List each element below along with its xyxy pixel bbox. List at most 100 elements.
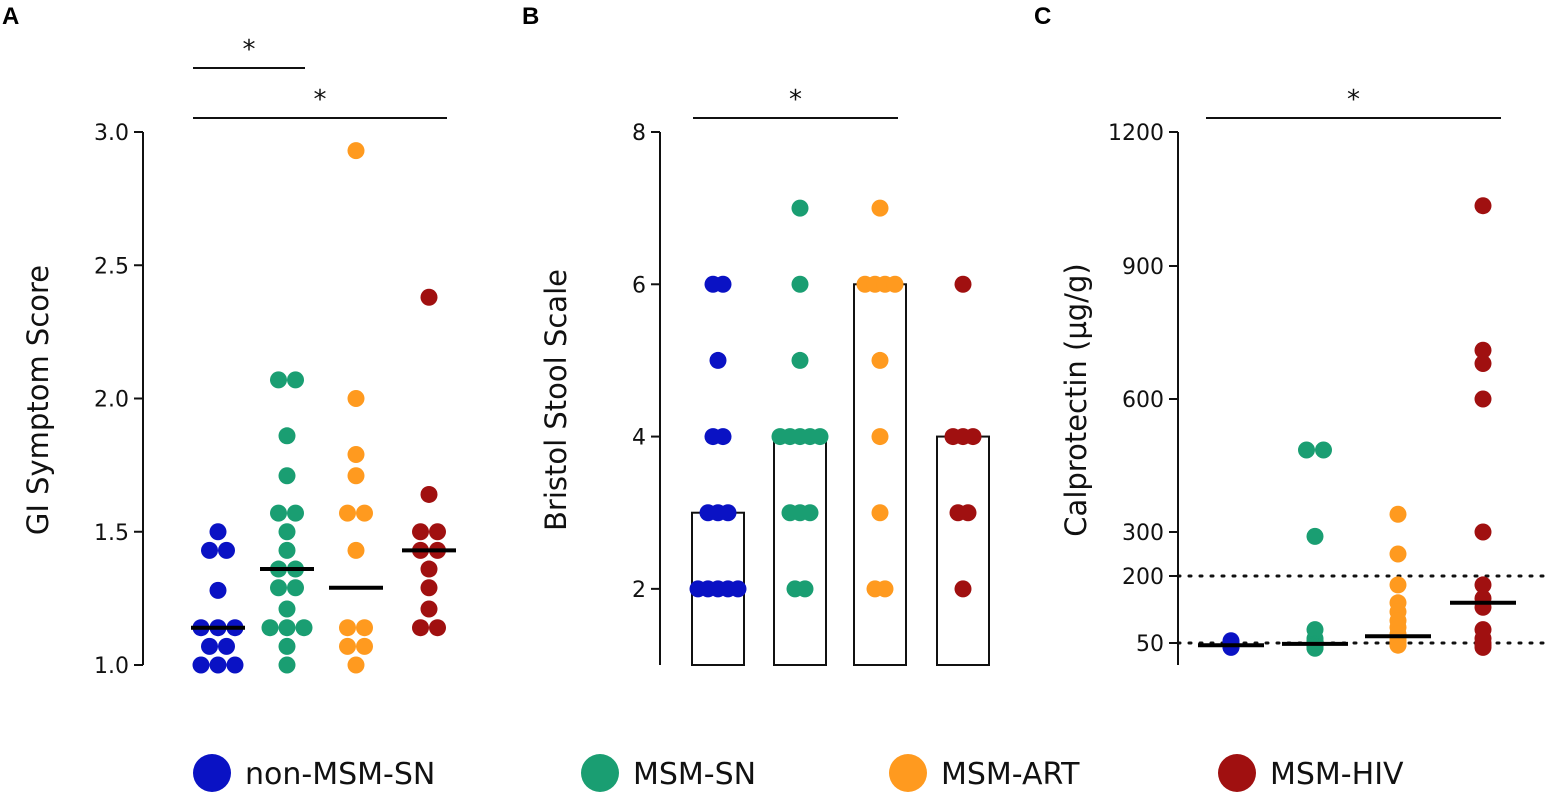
legend-swatch-non-msm-sn xyxy=(193,754,231,792)
data-point-msm-hiv xyxy=(1474,355,1492,373)
y-tick-label-a: 1.0 xyxy=(94,654,129,679)
data-point-msm-sn xyxy=(278,467,296,485)
panels: 1.0 1.5 2.0 2.5 3.0 * * 2 4 6 8 * 50 200 300 600 900 1200… xyxy=(94,35,1550,679)
data-point-msm-hiv xyxy=(412,619,429,637)
data-point-msm-sn xyxy=(287,371,304,389)
panel-a: 1.0 1.5 2.0 2.5 3.0 * * xyxy=(94,35,456,679)
y-tick-label-b: 4 xyxy=(632,426,646,451)
data-point-msm-art xyxy=(871,351,889,369)
significance-star: * xyxy=(314,85,327,115)
data-point-msm-art xyxy=(1389,576,1407,594)
legend-label-msm-hiv: MSM-HIV xyxy=(1270,757,1404,792)
data-point-msm-art xyxy=(356,619,373,637)
data-point-non-msm-sn xyxy=(226,656,244,674)
data-point-msm-art xyxy=(1389,545,1407,563)
y-tick-label-c: 900 xyxy=(1122,255,1164,280)
data-point-non-msm-sn xyxy=(709,351,727,369)
data-point-msm-hiv xyxy=(1474,197,1492,215)
legend-label-non-msm-sn: non-MSM-SN xyxy=(245,757,435,792)
data-point-msm-art xyxy=(339,637,356,655)
legend-swatch-msm-hiv xyxy=(1218,754,1256,792)
data-point-non-msm-sn xyxy=(209,523,227,541)
bar-msm-art xyxy=(853,283,907,666)
data-point-msm-art xyxy=(871,199,889,217)
data-point-non-msm-sn xyxy=(714,275,732,293)
legend-label-msm-art: MSM-ART xyxy=(941,757,1080,792)
y-tick-label-a: 3.0 xyxy=(94,121,129,146)
y-tick-label-c: 1200 xyxy=(1108,121,1164,146)
data-point-non-msm-sn xyxy=(1222,638,1240,656)
y-tick-label-b: 8 xyxy=(632,121,646,146)
data-point-msm-sn xyxy=(278,637,296,655)
data-point-msm-art xyxy=(339,504,356,522)
data-point-msm-sn xyxy=(270,504,287,522)
data-point-msm-art xyxy=(356,637,373,655)
data-point-non-msm-sn xyxy=(201,637,218,655)
data-point-msm-hiv xyxy=(420,288,438,306)
y-tick-label-c: 300 xyxy=(1122,521,1164,546)
data-point-msm-sn xyxy=(791,275,809,293)
legend-swatch-msm-sn xyxy=(581,754,619,792)
data-point-msm-sn xyxy=(287,579,304,597)
panel-letter-c: C xyxy=(1034,3,1051,30)
data-point-msm-hiv xyxy=(412,523,429,541)
legend-swatch-msm-art xyxy=(889,754,927,792)
data-point-msm-sn xyxy=(1298,441,1315,459)
data-point-msm-sn xyxy=(1315,441,1332,459)
data-point-msm-sn xyxy=(261,619,279,637)
data-point-msm-art xyxy=(347,541,365,559)
data-point-msm-hiv xyxy=(1474,523,1492,541)
data-point-non-msm-sn xyxy=(218,637,235,655)
data-point-non-msm-sn xyxy=(209,581,227,599)
data-point-msm-hiv xyxy=(420,600,438,618)
data-point-msm-hiv xyxy=(429,523,446,541)
y-tick-label-a: 1.5 xyxy=(94,521,129,546)
y-axis-title-b: Bristol Stool Scale xyxy=(539,269,573,531)
data-point-msm-sn xyxy=(791,351,809,369)
data-point-msm-art xyxy=(876,580,894,598)
data-point-non-msm-sn xyxy=(201,541,218,559)
y-axis-title-c: Calprotectin (µg/g) xyxy=(1059,263,1093,536)
data-point-non-msm-sn xyxy=(714,428,732,446)
legend-label-msm-sn: MSM-SN xyxy=(633,757,756,792)
data-point-msm-art xyxy=(347,390,365,407)
data-point-msm-sn xyxy=(791,199,809,217)
data-point-msm-sn xyxy=(270,579,287,597)
data-point-msm-hiv xyxy=(1474,576,1492,594)
data-point-msm-art xyxy=(1389,505,1407,523)
data-point-msm-art xyxy=(347,445,365,463)
data-point-msm-sn xyxy=(796,580,814,598)
data-point-non-msm-sn xyxy=(192,656,210,674)
y-tick-label-a: 2.5 xyxy=(94,254,129,279)
data-point-msm-hiv xyxy=(420,485,438,503)
data-point-msm-hiv xyxy=(1474,638,1492,656)
data-point-msm-art xyxy=(339,619,356,637)
data-point-msm-sn xyxy=(278,541,296,559)
y-tick-label-a: 2.0 xyxy=(94,388,129,413)
data-point-msm-sn xyxy=(278,619,296,637)
data-point-msm-hiv xyxy=(964,428,982,446)
y-axis-title-a: GI Symptom Score xyxy=(21,265,55,535)
data-point-non-msm-sn xyxy=(209,656,227,674)
data-point-msm-hiv xyxy=(1474,341,1492,359)
significance-star: * xyxy=(243,35,256,65)
data-point-msm-sn xyxy=(1306,527,1324,545)
data-point-msm-art xyxy=(347,656,365,674)
bar-msm-sn xyxy=(773,435,827,667)
data-point-msm-sn xyxy=(811,428,829,446)
data-point-msm-hiv xyxy=(420,579,438,597)
legend-item-msm-art: MSM-ART xyxy=(889,754,1080,792)
data-point-msm-sn xyxy=(278,523,296,541)
significance-star: * xyxy=(1347,85,1360,115)
panel-b: 2 4 6 8 * xyxy=(632,85,990,667)
data-point-msm-sn xyxy=(270,371,287,389)
legend-item-non-msm-sn: non-MSM-SN xyxy=(193,754,435,792)
data-point-non-msm-sn xyxy=(719,504,737,522)
data-point-msm-art xyxy=(886,275,904,293)
data-point-msm-sn xyxy=(801,504,819,522)
data-point-non-msm-sn xyxy=(218,541,235,559)
legend-item-msm-hiv: MSM-HIV xyxy=(1218,754,1404,792)
data-point-msm-hiv xyxy=(954,275,972,293)
data-point-msm-hiv xyxy=(429,619,446,637)
